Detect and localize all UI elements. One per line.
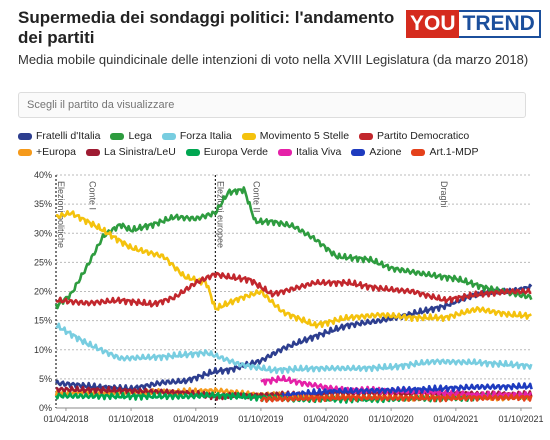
y-tick-label: 0% <box>39 403 52 413</box>
legend-swatch <box>359 132 374 140</box>
legend-item-fi[interactable]: Forza Italia <box>161 130 232 142</box>
legend-label: Partito Democratico <box>377 130 470 142</box>
x-tick-label: 01/10/2020 <box>369 414 414 424</box>
legend-label: Art.1-MDP <box>429 146 479 158</box>
legend-label: Fratelli d'Italia <box>36 130 101 142</box>
page-subtitle: Media mobile quindicinale delle intenzio… <box>18 52 529 67</box>
legend-swatch <box>185 148 200 156</box>
legend-item-lega[interactable]: Lega <box>110 130 152 142</box>
legend-item-europa[interactable]: +Europa <box>18 146 76 158</box>
y-tick-label: 30% <box>34 228 52 238</box>
legend-swatch <box>411 148 426 156</box>
chart-legend: Fratelli d'Italia Lega Forza Italia Movi… <box>18 128 543 160</box>
y-tick-label: 15% <box>34 316 52 326</box>
legend-swatch <box>18 148 32 156</box>
legend-label: Azione <box>369 146 402 158</box>
y-tick-label: 25% <box>34 257 52 267</box>
legend-label: Forza Italia <box>179 130 232 142</box>
party-select[interactable] <box>18 92 526 118</box>
legend-label: Movimento 5 Stelle <box>259 130 350 142</box>
legend-item-m5s[interactable]: Movimento 5 Stelle <box>241 130 350 142</box>
series-line-lega <box>54 186 533 310</box>
legend-item-art1[interactable]: Art.1-MDP <box>411 146 478 158</box>
logo-trend: TREND <box>458 10 541 38</box>
legend-swatch <box>110 132 125 140</box>
y-tick-label: 40% <box>34 170 52 180</box>
legend-swatch <box>86 148 100 156</box>
legend-label: Lega <box>128 130 152 142</box>
legend-item-iv[interactable]: Italia Viva <box>278 146 341 158</box>
x-tick-label: 01/10/2018 <box>109 414 154 424</box>
x-tick-label: 01/10/2019 <box>238 414 283 424</box>
legend-item-europa-verde[interactable]: Europa Verde <box>185 146 269 158</box>
legend-label: La Sinistra/LeU <box>104 146 176 158</box>
y-tick-label: 20% <box>34 287 52 297</box>
event-label: Conte II <box>252 181 262 213</box>
legend-row-1: Fratelli d'Italia Lega Forza Italia Movi… <box>18 128 543 144</box>
legend-swatch <box>351 148 366 156</box>
series-line-azione <box>281 382 533 399</box>
event-label: Conte I <box>88 181 98 210</box>
x-tick-label: 01/10/2021 <box>498 414 543 424</box>
legend-item-pd[interactable]: Partito Democratico <box>359 130 469 142</box>
legend-swatch <box>278 148 293 156</box>
legend-row-2: +Europa La Sinistra/LeU Europa Verde Ita… <box>18 144 543 160</box>
legend-label: Italia Viva <box>296 146 342 158</box>
page-title: Supermedia dei sondaggi politici: l'anda… <box>18 8 395 47</box>
legend-label: +Europa <box>36 146 76 158</box>
legend-item-azione[interactable]: Azione <box>351 146 401 158</box>
youtrend-logo: YOU TREND <box>406 10 541 38</box>
line-chart: 0% 5% 10% 15% 20% 25% 30% 35% 40% 01/04/2018 01/10… <box>34 170 544 424</box>
series-line-art1 <box>259 393 533 403</box>
legend-item-fdi[interactable]: Fratelli d'Italia <box>18 130 100 142</box>
party-search-input[interactable] <box>19 93 525 117</box>
event-label: Draghi <box>439 181 449 208</box>
y-tick-label: 35% <box>34 199 52 209</box>
legend-swatch <box>18 132 32 140</box>
logo-you: YOU <box>406 10 459 38</box>
series-line-pd <box>55 271 532 308</box>
series-line-fi <box>55 322 533 375</box>
y-tick-label: 10% <box>34 345 52 355</box>
y-tick-label: 5% <box>39 374 52 384</box>
legend-swatch <box>161 132 176 140</box>
legend-label: Europa Verde <box>203 146 269 158</box>
event-label: Elezioni europee <box>215 181 225 248</box>
legend-swatch <box>241 132 256 140</box>
x-tick-label: 01/04/2020 <box>303 414 348 424</box>
legend-item-leu[interactable]: La Sinistra/LeU <box>86 146 176 158</box>
x-tick-label: 01/04/2021 <box>433 414 478 424</box>
x-tick-label: 01/04/2019 <box>173 414 218 424</box>
x-tick-label: 01/04/2018 <box>43 414 88 424</box>
series-line-m5s <box>55 210 532 329</box>
